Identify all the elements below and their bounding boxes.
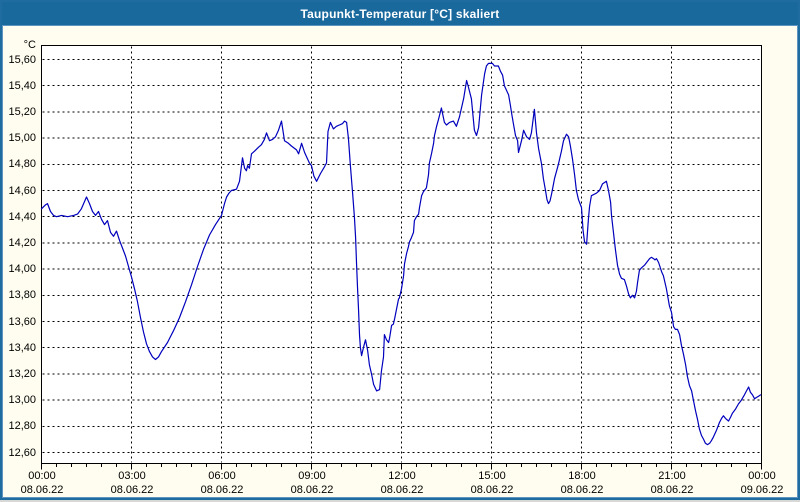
window-titlebar: Taupunkt-Temperatur [°C] skaliert xyxy=(2,2,798,26)
window-title: Taupunkt-Temperatur [°C] skaliert xyxy=(300,6,500,21)
